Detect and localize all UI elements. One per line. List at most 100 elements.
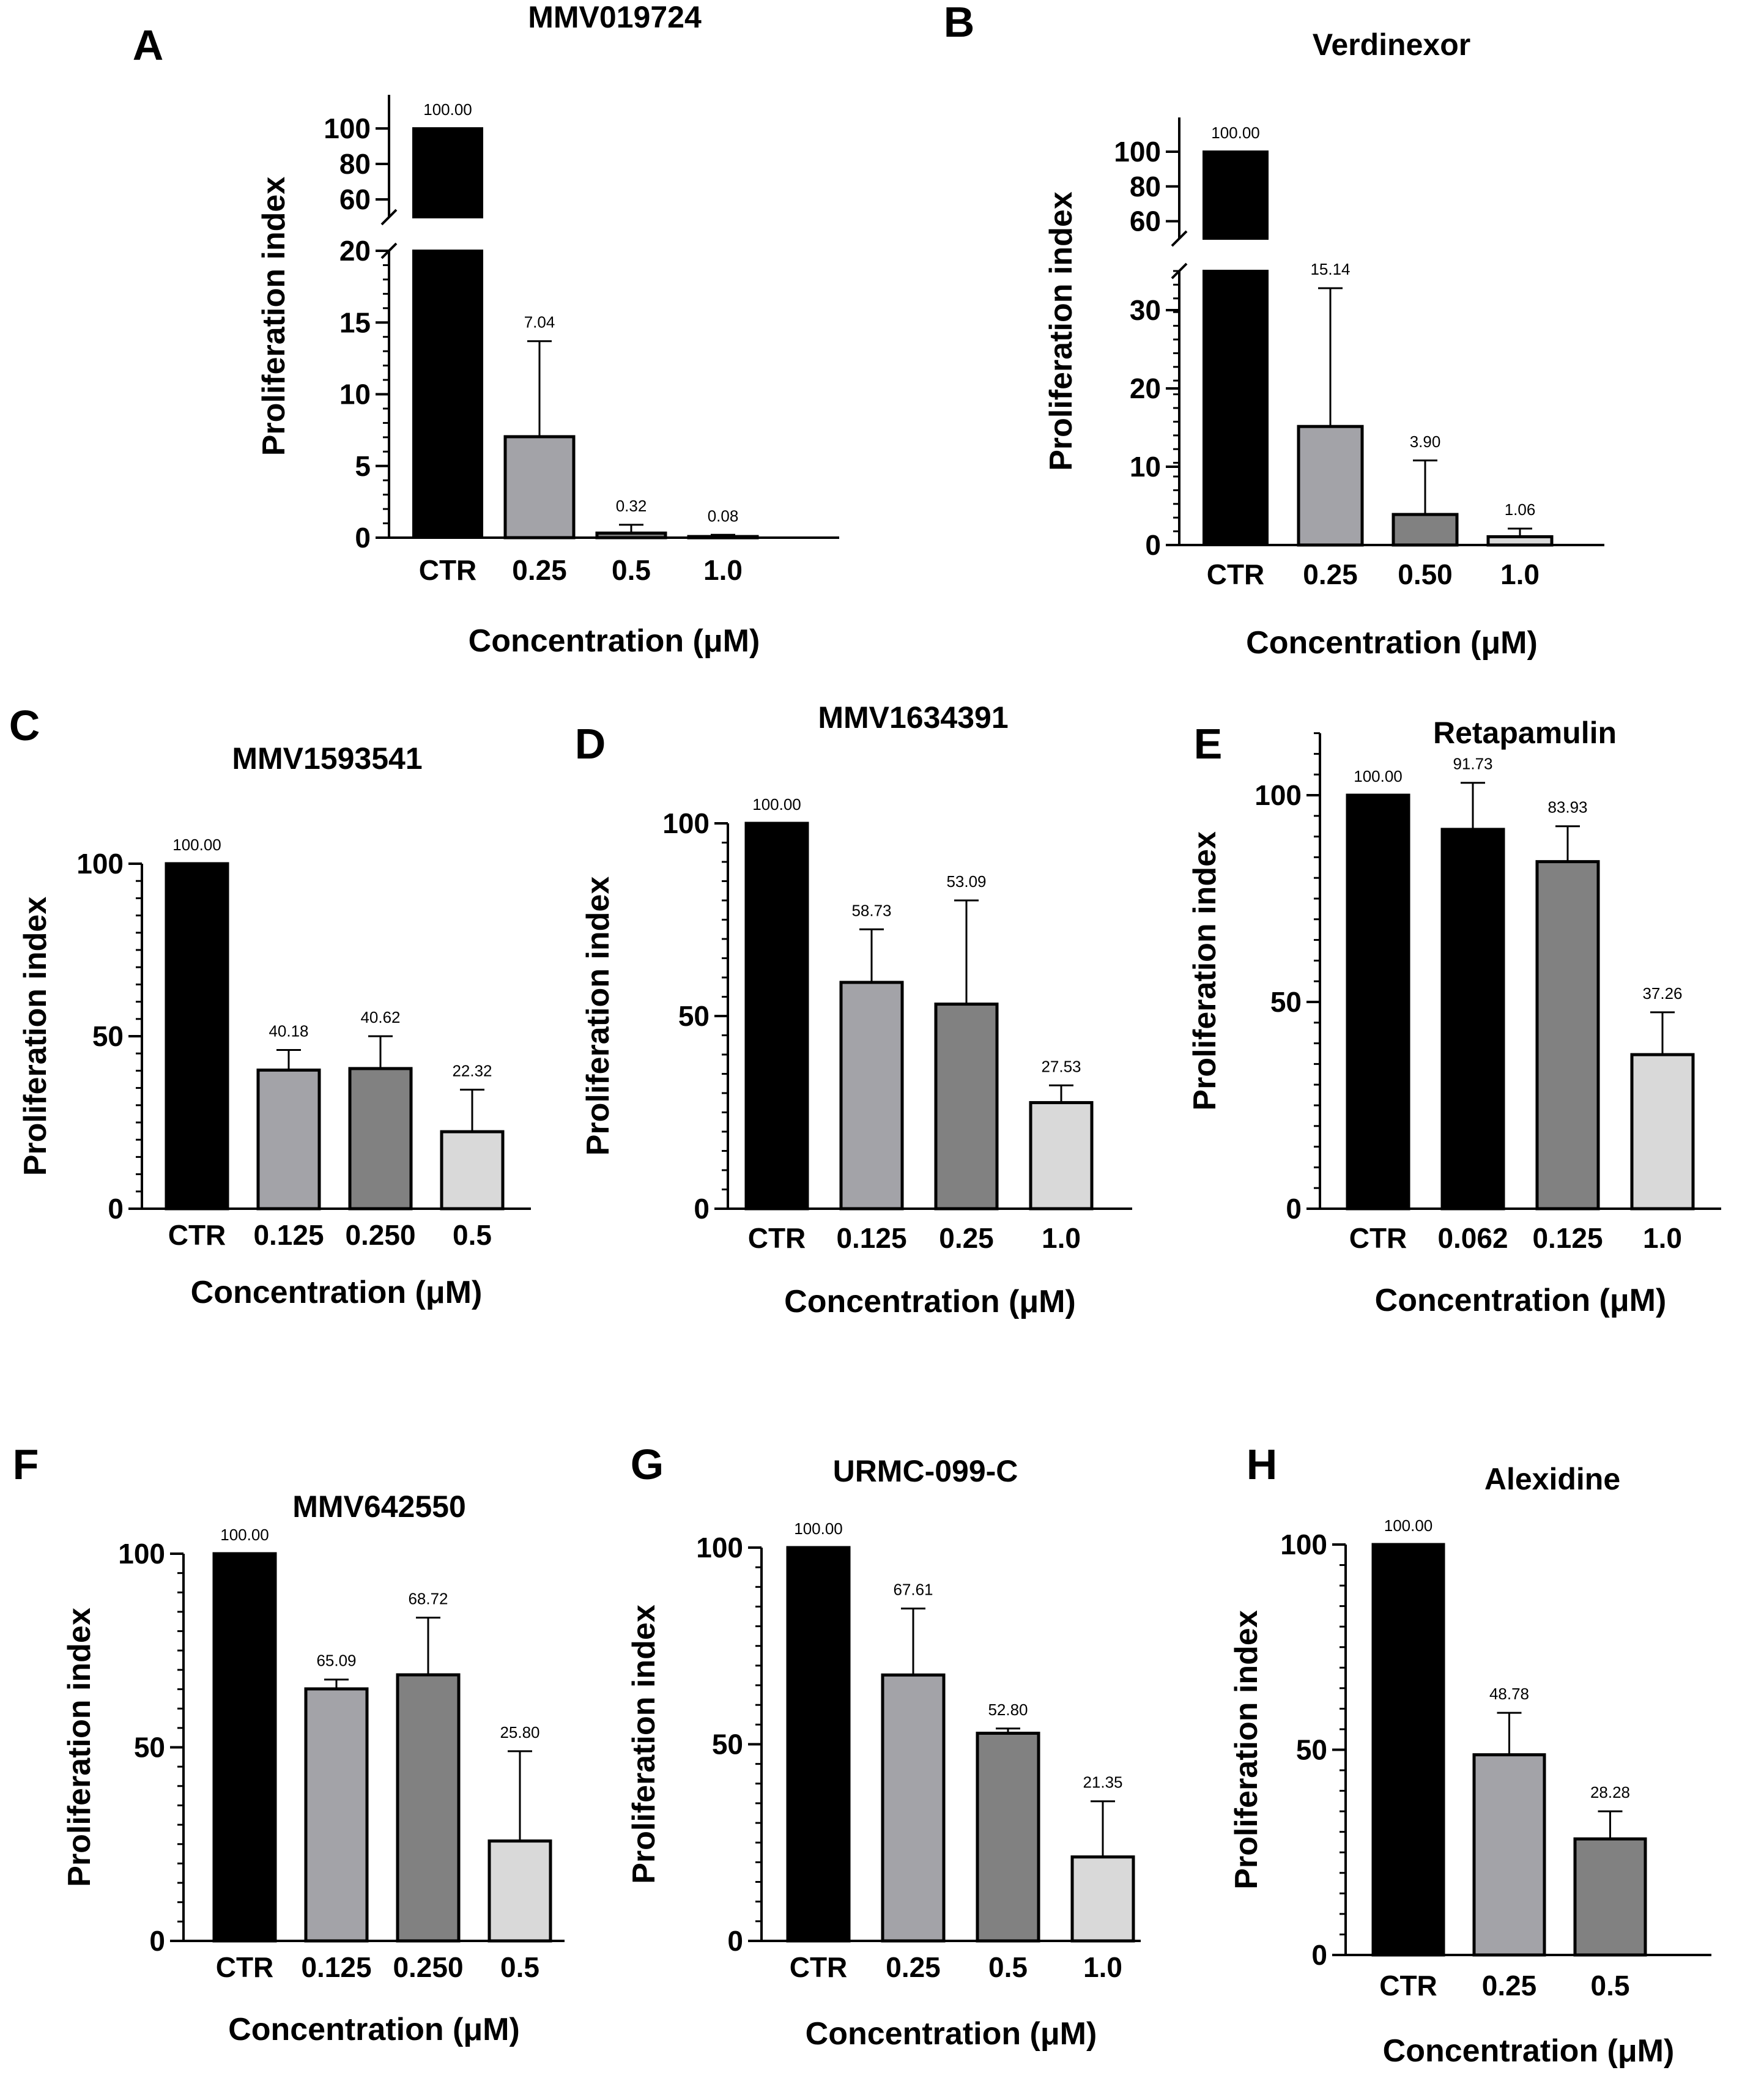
x-tick-label: CTR	[748, 1222, 806, 1254]
data-label: 40.18	[269, 1022, 308, 1040]
data-label: 0.32	[616, 497, 647, 515]
bar	[304, 1687, 369, 1943]
data-label: 68.72	[408, 1589, 448, 1608]
panel-letter: A	[133, 21, 164, 69]
data-label: 100.00	[1354, 767, 1403, 785]
axis-break-mark	[1171, 230, 1188, 247]
bar	[595, 531, 667, 540]
x-tick-label: 1.0	[1500, 558, 1540, 590]
y-tick-label: 100	[662, 807, 710, 839]
bar	[1070, 1855, 1135, 1943]
y-tick-label: 10	[1130, 451, 1161, 483]
data-label: 1.06	[1505, 500, 1536, 519]
y-axis-label: Proliferation index	[1229, 1610, 1264, 1890]
x-axis-label: Concentration (μM)	[784, 1284, 1076, 1319]
y-tick-label: 50	[1296, 1734, 1327, 1766]
y-tick-label: 100	[696, 1532, 743, 1563]
y-tick-label: 100	[1280, 1529, 1327, 1560]
x-tick-label: 0.125	[253, 1219, 324, 1251]
x-tick-label: 0.250	[345, 1219, 415, 1251]
x-tick-label: 0.25	[1482, 1970, 1537, 2001]
x-tick-label: 0.5	[500, 1951, 539, 1983]
y-tick-label: 0	[1286, 1193, 1302, 1225]
data-label: 15.14	[1310, 260, 1350, 278]
data-label: 65.09	[316, 1652, 356, 1670]
panel-letter: B	[944, 0, 975, 46]
x-tick-label: 0.5	[453, 1219, 492, 1251]
x-tick-label: 0.5	[1591, 1970, 1630, 2001]
data-label: 100.00	[794, 1519, 843, 1538]
panel-title: MMV1634391	[818, 700, 1008, 735]
y-tick-label: 50	[678, 1000, 710, 1032]
y-tick-label: 60	[339, 184, 371, 215]
panel-h: H Alexidine 0 50 100 Proliferation index 100.0…	[1229, 1441, 1711, 2069]
bar	[348, 1067, 413, 1211]
data-label: 53.09	[946, 872, 986, 891]
bar	[412, 250, 483, 539]
data-label: 37.26	[1642, 984, 1682, 1003]
x-tick-label: CTR	[1207, 558, 1265, 590]
x-tick-label: 0.5	[988, 1951, 1028, 1983]
data-label: 100.00	[220, 1526, 269, 1544]
data-label: 48.78	[1489, 1685, 1529, 1703]
y-tick-label: 0	[108, 1193, 124, 1225]
bar	[881, 1673, 946, 1943]
x-tick-label: CTR	[1379, 1970, 1437, 2001]
x-tick-label: CTR	[168, 1219, 226, 1251]
y-axis-label: Proliferation index	[1043, 191, 1079, 471]
x-tick-label: 0.125	[1532, 1222, 1603, 1254]
bar	[212, 1552, 277, 1943]
y-tick-label: 80	[1130, 171, 1161, 202]
x-tick-label: 0.5	[612, 554, 651, 586]
data-label: 52.80	[988, 1701, 1028, 1719]
data-label: 100.00	[172, 836, 221, 854]
y-tick-label: 80	[339, 148, 371, 180]
bar	[687, 535, 759, 540]
panel-letter: H	[1247, 1441, 1278, 1488]
panel-title: URMC-099-C	[833, 1454, 1018, 1488]
panel-letter: F	[13, 1441, 39, 1488]
bar	[1371, 1543, 1445, 1957]
x-tick-label: 0.062	[1437, 1222, 1508, 1254]
x-tick-label: CTR	[1349, 1222, 1407, 1254]
y-tick-label: 60	[1130, 206, 1161, 237]
x-tick-label: CTR	[790, 1951, 848, 1983]
bar	[503, 435, 576, 540]
y-axis-label: Proliferation index	[580, 877, 616, 1156]
y-tick-label: 20	[339, 235, 371, 267]
bar	[1203, 270, 1269, 546]
panel-d: D MMV1634391 0 50 100 Proliferation index 100.…	[575, 700, 1132, 1319]
x-tick-label: 0.250	[393, 1951, 463, 1983]
x-tick-label: 0.50	[1398, 558, 1453, 590]
bar	[440, 1130, 505, 1211]
data-label: 100.00	[752, 795, 801, 814]
y-tick-label: 50	[134, 1732, 165, 1764]
bar	[1392, 513, 1459, 547]
x-axis-label: Concentration (μM)	[228, 2012, 520, 2047]
panel-g: G URMC-099-C 0 50 100 Proliferation index 100.…	[626, 1441, 1141, 2052]
data-label: 21.35	[1083, 1773, 1122, 1792]
bar	[396, 1673, 461, 1943]
bar	[487, 1839, 552, 1943]
x-tick-label: CTR	[216, 1951, 274, 1983]
bar	[1297, 425, 1364, 547]
bar	[256, 1068, 321, 1211]
data-label: 83.93	[1547, 798, 1587, 817]
bar	[744, 822, 809, 1211]
x-tick-label: 0.25	[886, 1951, 941, 1983]
bar	[839, 981, 904, 1211]
x-axis-label: Concentration (μM)	[1383, 2033, 1675, 2069]
y-tick-label: 0	[355, 522, 371, 554]
y-tick-label: 20	[1130, 373, 1161, 404]
y-tick-label: 100	[1254, 779, 1302, 811]
x-tick-label: CTR	[419, 554, 477, 586]
y-tick-label: 50	[92, 1020, 124, 1052]
y-tick-label: 50	[1270, 986, 1302, 1018]
panel-e: E Retapamulin 0 50 100 Proliferation index 100…	[1187, 716, 1721, 1318]
bar	[1573, 1837, 1647, 1957]
y-axis-label: Proliferation index	[256, 177, 292, 456]
data-label: 58.73	[851, 901, 891, 919]
y-tick-label: 0	[149, 1925, 165, 1957]
